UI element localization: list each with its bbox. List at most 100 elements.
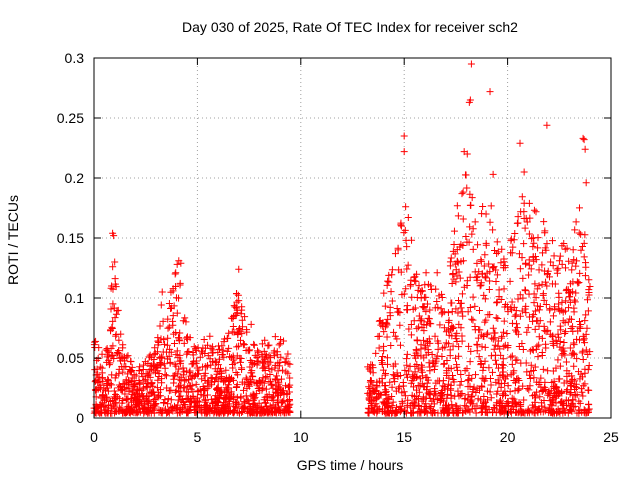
- data-point: [490, 329, 498, 337]
- data-point: [404, 213, 412, 221]
- data-point: [446, 262, 454, 270]
- data-point: [500, 328, 508, 336]
- data-point: [566, 390, 574, 398]
- data-point: [417, 341, 425, 349]
- data-point: [426, 319, 434, 327]
- x-axis-label: GPS time / hours: [297, 457, 404, 473]
- data-point: [561, 351, 569, 359]
- data-point: [248, 372, 256, 380]
- data-point: [560, 347, 568, 355]
- data-point: [176, 281, 184, 289]
- data-point: [263, 352, 271, 360]
- data-point: [167, 305, 175, 313]
- data-point: [525, 199, 533, 207]
- data-point: [254, 385, 262, 393]
- data-point: [522, 287, 530, 295]
- data-point: [238, 303, 246, 311]
- data-point: [373, 407, 381, 415]
- data-point: [452, 354, 460, 362]
- data-point: [112, 332, 120, 340]
- data-point: [275, 341, 283, 349]
- data-point: [181, 384, 189, 392]
- data-point: [127, 398, 135, 406]
- data-point: [217, 409, 225, 417]
- data-point: [117, 382, 125, 390]
- data-point: [109, 263, 117, 271]
- data-point: [578, 349, 586, 357]
- data-point: [368, 401, 376, 409]
- data-point: [532, 294, 540, 302]
- data-point: [111, 314, 119, 322]
- data-point: [232, 384, 240, 392]
- data-point: [480, 262, 488, 270]
- data-point: [123, 403, 131, 411]
- data-point: [225, 400, 233, 408]
- data-point: [515, 385, 523, 393]
- data-point: [507, 353, 515, 361]
- data-point: [448, 308, 456, 316]
- data-point: [163, 384, 171, 392]
- data-point: [477, 256, 485, 264]
- data-point: [511, 230, 519, 238]
- data-point: [233, 343, 241, 351]
- data-point: [397, 221, 405, 229]
- data-point: [443, 409, 451, 417]
- data-point: [579, 347, 587, 355]
- data-point: [237, 336, 245, 344]
- data-point: [104, 375, 112, 383]
- data-point: [585, 276, 593, 284]
- data-point: [552, 392, 560, 400]
- data-point: [395, 266, 403, 274]
- data-point: [168, 304, 176, 312]
- data-point: [180, 368, 188, 376]
- data-point: [179, 364, 187, 372]
- data-point: [531, 391, 539, 399]
- data-point: [520, 396, 528, 404]
- data-point: [177, 357, 185, 365]
- data-point: [457, 324, 465, 332]
- data-point: [166, 359, 174, 367]
- data-point: [566, 298, 574, 306]
- data-point: [554, 408, 562, 416]
- data-point: [498, 371, 506, 379]
- data-point: [164, 395, 172, 403]
- data-point: [407, 321, 415, 329]
- data-point: [522, 309, 530, 317]
- data-point: [235, 297, 243, 305]
- data-point: [481, 295, 489, 303]
- data-point: [148, 379, 156, 387]
- data-point: [140, 377, 148, 385]
- data-point: [139, 393, 147, 401]
- data-point: [476, 282, 484, 290]
- data-point: [413, 336, 421, 344]
- data-point: [415, 402, 423, 410]
- data-point: [575, 204, 583, 212]
- data-point: [401, 366, 409, 374]
- data-point: [540, 397, 548, 405]
- data-point: [264, 342, 272, 350]
- data-point: [442, 328, 450, 336]
- data-point: [164, 324, 172, 332]
- data-point: [556, 389, 564, 397]
- data-point: [532, 208, 540, 216]
- data-point: [282, 355, 290, 363]
- data-point: [570, 341, 578, 349]
- data-point: [422, 308, 430, 316]
- data-point: [453, 246, 461, 254]
- data-point: [525, 256, 533, 264]
- data-point: [200, 387, 208, 395]
- data-point: [179, 371, 187, 379]
- data-point: [391, 378, 399, 386]
- y-tick-label: 0.05: [57, 350, 84, 366]
- data-point: [515, 408, 523, 416]
- data-point: [384, 315, 392, 323]
- data-point: [504, 382, 512, 390]
- data-point: [440, 360, 448, 368]
- data-point: [575, 279, 583, 287]
- data-point: [492, 378, 500, 386]
- data-point: [169, 317, 177, 325]
- data-point: [579, 392, 587, 400]
- data-point: [237, 310, 245, 318]
- data-point: [516, 265, 524, 273]
- data-point: [438, 310, 446, 318]
